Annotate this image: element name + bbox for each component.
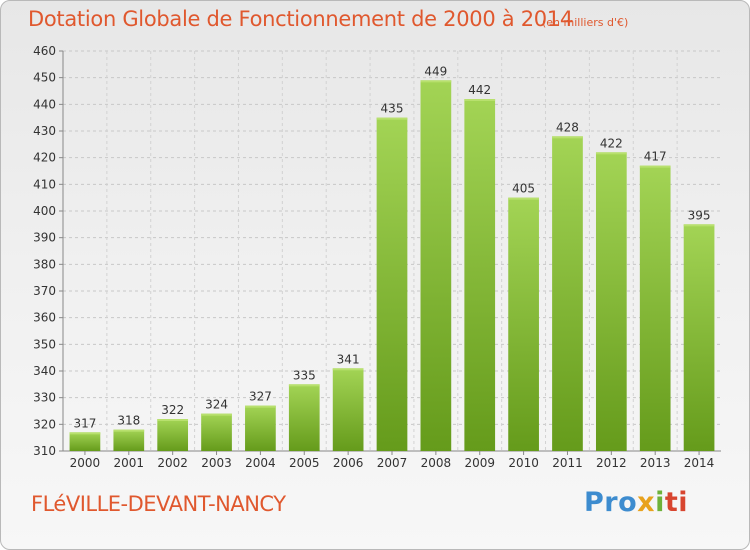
bar-2003 [201,413,232,451]
y-tick-label: 350 [33,337,56,351]
bar-2012 [595,152,627,452]
x-tick-label: 2010 [508,456,539,470]
x-tick-label: 2000 [70,456,101,470]
bar-2007 [376,117,408,452]
bar-highlight [420,80,452,83]
x-tick-label: 2007 [377,456,408,470]
bar-highlight [595,152,627,155]
chart-title: Dotation Globale de Fonctionnement de 20… [28,7,573,31]
bar-2002 [157,419,189,451]
proxiti-logo: Proxiti [584,487,689,518]
bar-2004 [245,405,276,451]
data-label: 327 [249,390,272,404]
y-tick-label: 410 [33,177,56,191]
bar-highlight [376,117,408,120]
y-tick-label: 460 [33,44,56,58]
bar-2011 [552,136,583,452]
bar-highlight [508,197,539,200]
bar-highlight [245,405,276,408]
bar-highlight [288,384,320,387]
y-tick-labels: 310 320 330 340 350 360 370 380 390 400 410 420 430 4… [33,44,56,458]
bar-highlight [113,429,145,432]
y-tick-label: 440 [33,97,56,111]
data-label: 324 [205,398,228,412]
bar-highlight [157,419,189,421]
x-tick-label: 2013 [640,456,671,470]
x-tick-label: 2008 [421,456,452,470]
x-tick-labels: 2000 2001 2002 2003 2004 2005 2006 2007 2008 2009… [70,456,715,470]
y-tick-label: 370 [33,284,56,298]
bar-2005 [288,384,320,451]
data-label: 317 [73,416,96,430]
bar-highlight [69,432,101,435]
bar-2009 [464,99,496,451]
bar-2014 [683,224,715,451]
y-tick-label: 430 [33,124,56,138]
bar-2010 [508,197,539,451]
bar-highlight [683,224,715,227]
x-tick-label: 2004 [245,456,276,470]
y-tick-label: 400 [33,204,56,218]
bar-highlight [201,413,232,416]
y-tick-label: 380 [33,257,56,271]
data-label: 405 [512,182,535,196]
data-label: 395 [688,208,711,222]
bar-2006 [332,368,364,451]
y-tick-label: 340 [33,364,56,378]
x-tick-label: 2001 [114,456,145,470]
value-labels: 317 318 322 324 327 335 341 435 449 442 405 428 422 4… [73,64,710,430]
bar-highlight [464,99,496,101]
data-label: 442 [468,83,491,97]
y-tick-label: 390 [33,231,56,245]
data-label: 335 [293,368,316,382]
bar-highlight [639,165,671,168]
y-tick-label: 450 [33,71,56,85]
data-label: 422 [600,136,623,150]
bar-highlight [552,136,583,139]
commune-name: FLéVILLE-DEVANT-NANCY [31,492,286,516]
x-tick-label: 2002 [157,456,188,470]
data-label: 449 [424,64,447,78]
data-label: 341 [337,352,360,366]
x-tick-label: 2014 [684,456,715,470]
data-label: 417 [644,150,667,164]
data-label: 322 [161,403,184,417]
bar-2008 [420,80,452,451]
bar-highlight [332,368,364,371]
y-tick-label: 360 [33,311,56,325]
bar-2001 [113,429,145,451]
bar-2013 [639,165,671,451]
bar-2000 [69,432,101,451]
x-tick-label: 2005 [289,456,320,470]
x-tick-label: 2003 [201,456,232,470]
data-label: 435 [381,102,404,116]
x-tick-label: 2006 [333,456,364,470]
x-tick-label: 2011 [552,456,583,470]
y-tick-label: 420 [33,151,56,165]
y-tick-label: 330 [33,391,56,405]
bars [69,80,715,452]
y-tick-label: 310 [33,444,56,458]
x-tick-label: 2009 [464,456,495,470]
y-tick-label: 320 [33,417,56,431]
data-label: 428 [556,120,579,134]
chart-subtitle: (en milliers d'€) [542,16,629,29]
data-label: 318 [117,414,140,428]
x-tick-label: 2012 [596,456,627,470]
